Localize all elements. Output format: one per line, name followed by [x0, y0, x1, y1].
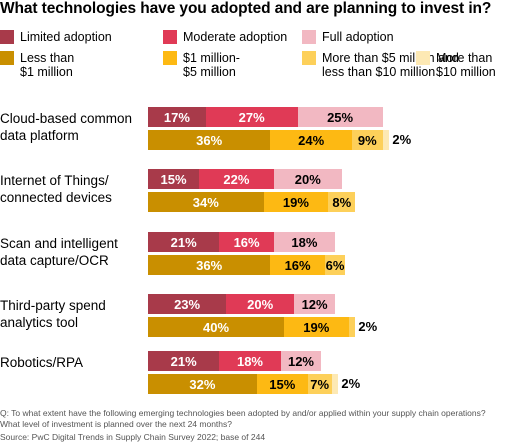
category-label-4: Third-party spend analytics tool: [0, 298, 106, 330]
bar-adoption-1-2: 27%: [205, 107, 298, 127]
legend-swatch-adoption-2: [163, 30, 177, 44]
bar-investment-1-2: 24%: [270, 130, 352, 150]
category-label-1: Cloud-based common data platform: [0, 111, 133, 143]
bar-adoption-3-2: 16%: [219, 232, 274, 252]
bar-adoption-2-1: 15%: [148, 169, 199, 189]
bar-adoption-2-3: 20%: [273, 169, 342, 189]
legend-label-adoption-2: Moderate adoption: [183, 30, 288, 44]
bar-adoption-5-1: 21%: [148, 351, 220, 371]
bar-investment-3-2: 16%: [270, 255, 325, 275]
legend-swatch-adoption-3: [302, 30, 316, 44]
bar-adoption-2-2: 22%: [199, 169, 274, 189]
bar-investment-2-2: 19%: [263, 192, 329, 212]
legend-swatch-investment-4: [416, 51, 430, 65]
bar-adoption-1-1: 17%: [148, 107, 206, 127]
bar-adoption-4-1: 23%: [148, 294, 227, 314]
legend-label-adoption-3: Full adoption: [322, 30, 394, 44]
bar-investment-label-5-4: 2%: [341, 376, 361, 391]
bar-investment-label-1-4: 2%: [392, 132, 412, 147]
legend-swatch-investment-3: [302, 51, 316, 65]
bar-investment-3-1: 36%: [148, 255, 271, 275]
bar-investment-1-1: 36%: [148, 130, 271, 150]
legend-swatch-adoption-1: [0, 30, 14, 44]
bar-investment-label-4-3: 2%: [358, 319, 378, 334]
legend-label-investment-4: More than $10 million: [436, 51, 496, 79]
bar-investment-4-2: 19%: [284, 317, 349, 337]
bar-adoption-3-3: 18%: [273, 232, 335, 252]
bar-investment-3-3: 6%: [324, 255, 346, 275]
legend-swatch-investment-1: [0, 51, 14, 65]
bar-investment-2-1: 34%: [148, 192, 264, 212]
bar-investment-2-3: 8%: [328, 192, 356, 212]
bar-adoption-5-2: 18%: [219, 351, 281, 371]
bar-adoption-5-3: 12%: [280, 351, 322, 371]
category-label-3: Scan and intelligent data capture/OCR: [0, 236, 118, 268]
category-label-5: Robotics/RPA: [0, 355, 84, 370]
legend-label-investment-1: Less than $1 million: [20, 51, 75, 79]
bar-adoption-1-3: 25%: [297, 107, 383, 127]
legend-swatch-investment-2: [163, 51, 177, 65]
bar-investment-4-3: [348, 317, 356, 337]
bar-investment-5-4: [331, 374, 339, 394]
bar-investment-5-3: 7%: [307, 374, 332, 394]
bar-investment-1-4: [382, 130, 390, 150]
footnote-question: Q: To what extent have the following eme…: [0, 408, 486, 429]
bar-investment-5-2: 15%: [256, 374, 308, 394]
chart-title: What technologies have you adopted and a…: [0, 0, 492, 17]
bar-adoption-4-2: 20%: [226, 294, 295, 314]
bar-investment-4-1: 40%: [148, 317, 284, 337]
legend-label-investment-2: $1 million- $5 million: [183, 51, 240, 79]
bar-adoption-4-3: 12%: [294, 294, 335, 314]
bar-investment-5-1: 32%: [148, 374, 257, 394]
footnote-source: Source: PwC Digital Trends in Supply Cha…: [0, 432, 266, 442]
bar-adoption-3-1: 21%: [148, 232, 220, 252]
category-label-2: Internet of Things/ connected devices: [0, 173, 112, 205]
bar-investment-1-3: 9%: [352, 130, 383, 150]
legend-label-adoption-1: Limited adoption: [20, 30, 112, 44]
